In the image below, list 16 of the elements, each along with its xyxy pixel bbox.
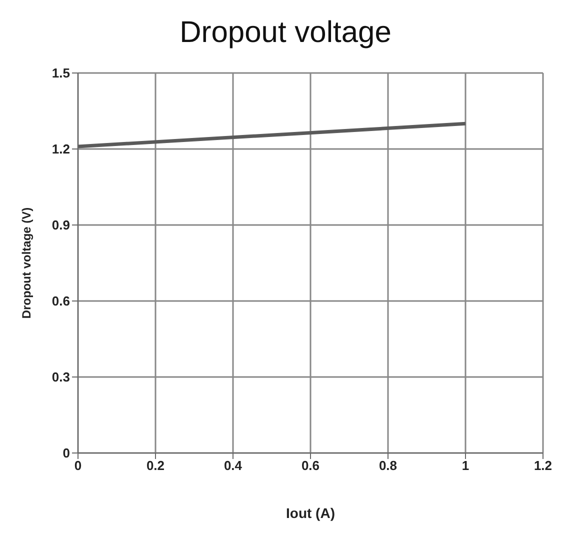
x-tick-label: 1	[462, 458, 470, 474]
chart-title: Dropout voltage	[178, 15, 392, 51]
y-tick-label: 1.2	[52, 142, 70, 157]
y-tick-label: 0.9	[52, 218, 70, 233]
y-tick-label: 0.3	[52, 370, 70, 385]
x-axis-title: Iout (A)	[286, 505, 335, 521]
x-tick-label: 0.8	[378, 458, 398, 474]
y-tick-label: 0	[62, 446, 70, 461]
y-tick-label: 1.5	[52, 66, 70, 81]
x-tick-label: 0.2	[146, 458, 165, 474]
x-tick-label: 0.6	[301, 458, 320, 474]
x-tick-label: 1.2	[534, 458, 552, 474]
y-axis-title: Dropout voltage (V)	[19, 207, 34, 319]
y-tick-label: 0.6	[52, 294, 70, 309]
x-tick-label: 0.4	[224, 458, 243, 474]
x-tick-label: 0	[74, 458, 82, 474]
